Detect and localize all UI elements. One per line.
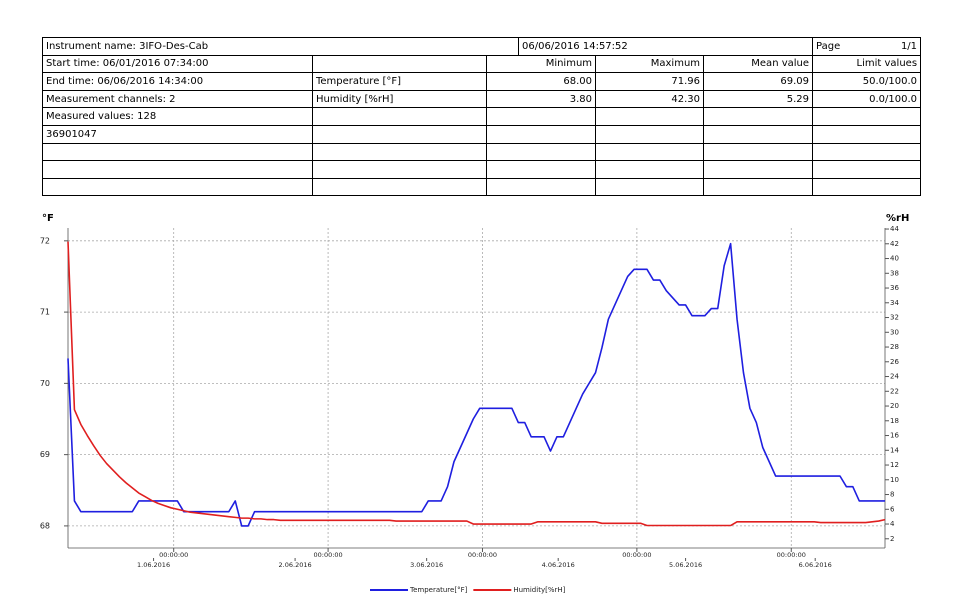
x-tick-label: 00:00:00 bbox=[622, 551, 651, 559]
x-tick-label: 00:00:00 bbox=[777, 551, 806, 559]
y2-tick-label: 8 bbox=[890, 491, 894, 499]
channel-name: Humidity [%rH] bbox=[312, 89, 487, 109]
series-line bbox=[67, 241, 886, 527]
y-axis-label: °F bbox=[42, 213, 54, 224]
y2-tick-label: 6 bbox=[890, 505, 895, 513]
column-header: Minimum bbox=[485, 54, 597, 74]
x-tick-label: 00:00:00 bbox=[159, 551, 188, 559]
legend-label: Temperature[°F] bbox=[409, 586, 468, 594]
y2-tick-label: 12 bbox=[890, 461, 899, 469]
channel-max: 71.96 bbox=[595, 72, 705, 91]
x-date-label: 4.06.2016 bbox=[542, 561, 575, 569]
channel-mean: 69.09 bbox=[703, 72, 814, 91]
info-cell: End time: 06/06/2016 14:34:00 bbox=[42, 72, 313, 91]
table-row bbox=[42, 160, 922, 179]
channel-mean: 5.29 bbox=[703, 89, 814, 109]
info-cell: Measurement channels: 2 bbox=[42, 89, 313, 109]
instrument-name: Instrument name: 3IFO-Des-Cab bbox=[41, 37, 520, 56]
y-tick-label: 70 bbox=[40, 379, 50, 388]
y2-tick-label: 24 bbox=[890, 373, 899, 381]
table-row bbox=[42, 177, 922, 197]
x-date-label: 5.06.2016 bbox=[669, 561, 702, 569]
y2-tick-label: 40 bbox=[890, 255, 899, 263]
x-tick-label: 00:00:00 bbox=[313, 551, 342, 559]
y2-tick-label: 20 bbox=[890, 402, 899, 410]
table-row: Measurement channels: 2 Humidity [%rH] 3… bbox=[42, 89, 922, 109]
channel-max: 42.30 bbox=[595, 89, 705, 109]
y2-tick-label: 26 bbox=[890, 358, 899, 366]
info-cell: Measured values: 128 bbox=[42, 107, 313, 126]
y2-tick-label: 38 bbox=[890, 269, 899, 277]
table-row: End time: 06/06/2016 14:34:00 Temperatur… bbox=[42, 72, 922, 91]
x-date-label: 2.06.2016 bbox=[279, 561, 312, 569]
channel-limits: 0.0/100.0 bbox=[812, 89, 922, 109]
legend-label: Humidity[%rH] bbox=[513, 586, 565, 594]
y2-tick-label: 42 bbox=[890, 240, 899, 248]
y2-tick-label: 36 bbox=[890, 284, 899, 292]
y2-tick-label: 34 bbox=[890, 299, 899, 307]
page-cell: Page 1/1 bbox=[812, 37, 922, 56]
y2-axis-label: %rH bbox=[886, 213, 909, 224]
y-tick-label: 72 bbox=[40, 236, 50, 245]
report-date: 06/06/2016 14:57:52 bbox=[518, 37, 814, 56]
x-date-label: 6.06.2016 bbox=[799, 561, 832, 569]
table-row: Start time: 06/01/2016 07:34:00 Minimum … bbox=[42, 54, 922, 74]
y-tick-label: 69 bbox=[40, 450, 50, 459]
page-number: 1/1 bbox=[900, 40, 918, 52]
column-header: Maximum bbox=[595, 54, 705, 74]
y2-tick-label: 32 bbox=[890, 314, 899, 322]
info-cell: Start time: 06/01/2016 07:34:00 bbox=[42, 54, 313, 74]
table-row: Instrument name: 3IFO-Des-Cab 06/06/2016… bbox=[41, 37, 922, 56]
y2-tick-label: 30 bbox=[890, 328, 899, 336]
y2-tick-label: 2 bbox=[890, 535, 894, 543]
table-row: Measured values: 128 bbox=[42, 107, 922, 126]
y-tick-label: 71 bbox=[40, 308, 50, 317]
y2-tick-label: 14 bbox=[890, 446, 899, 454]
channel-min: 68.00 bbox=[485, 72, 597, 91]
table-row: 36901047 bbox=[42, 124, 922, 144]
page-label: Page bbox=[816, 40, 841, 52]
y2-tick-label: 44 bbox=[890, 225, 899, 233]
y2-tick-label: 22 bbox=[890, 387, 899, 395]
y2-tick-label: 4 bbox=[890, 520, 895, 528]
channel-limits: 50.0/100.0 bbox=[812, 72, 922, 91]
cell bbox=[312, 54, 487, 74]
y-tick-label: 68 bbox=[40, 521, 50, 530]
x-tick-label: 00:00:00 bbox=[468, 551, 497, 559]
info-cell: 36901047 bbox=[42, 124, 313, 144]
y2-tick-label: 28 bbox=[890, 343, 899, 351]
column-header: Mean value bbox=[703, 54, 814, 74]
x-date-label: 3.06.2016 bbox=[410, 561, 443, 569]
x-date-label: 1.06.2016 bbox=[137, 561, 170, 569]
y2-tick-label: 18 bbox=[890, 417, 899, 425]
channel-name: Temperature [°F] bbox=[312, 72, 487, 91]
table-row bbox=[42, 142, 922, 162]
y2-tick-label: 10 bbox=[890, 476, 899, 484]
channel-min: 3.80 bbox=[485, 89, 597, 109]
report-table: Instrument name: 3IFO-Des-Cab 06/06/2016… bbox=[41, 37, 922, 197]
series-line bbox=[67, 242, 885, 527]
column-header: Limit values bbox=[812, 54, 922, 74]
y2-tick-label: 16 bbox=[890, 432, 899, 440]
